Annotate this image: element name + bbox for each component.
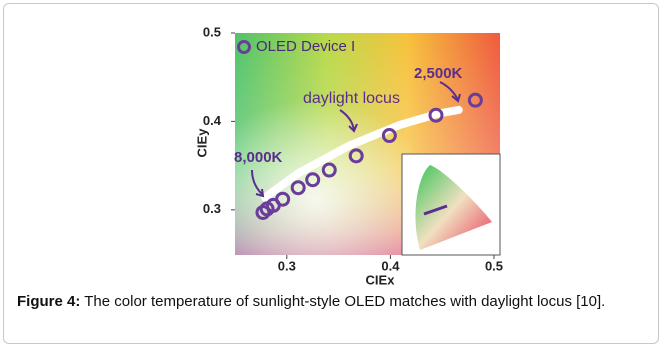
y-tick-label: 0.3 xyxy=(203,201,221,216)
x-tick-label: 0.3 xyxy=(278,258,296,273)
inset-diagram xyxy=(402,154,500,255)
annotation: 2,500K xyxy=(414,65,463,82)
annotation: 8,000K xyxy=(234,149,283,166)
y-axis-label: CIEy xyxy=(194,128,209,158)
page: daylight locus 2,500K 8,000K OLED Device… xyxy=(0,0,664,349)
caption-text: The color temperature of sunlight-style … xyxy=(84,293,605,310)
chart: daylight locus 2,500K 8,000K OLED Device… xyxy=(0,0,664,290)
x-tick-label: 0.4 xyxy=(381,258,400,273)
caption-label: Figure 4: xyxy=(17,293,80,310)
x-axis-label: CIEx xyxy=(366,272,396,287)
y-tick-label: 0.5 xyxy=(203,24,221,39)
locus-label: daylight locus xyxy=(303,90,400,107)
y-tick-label: 0.4 xyxy=(203,113,222,128)
caption: Figure 4: The color temperature of sunli… xyxy=(17,290,652,314)
x-tick-label: 0.5 xyxy=(485,258,503,273)
legend-label: OLED Device I xyxy=(256,38,355,55)
